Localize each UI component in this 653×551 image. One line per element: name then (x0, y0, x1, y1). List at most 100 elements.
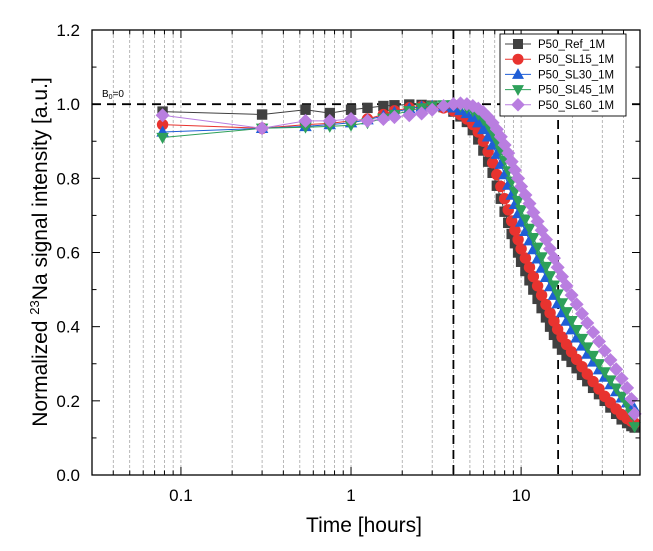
data-point (344, 111, 359, 127)
data-point (523, 223, 536, 235)
x-axis-title: Time [hours] (306, 514, 422, 537)
series-P50_SL45_1M (156, 100, 641, 434)
data-point (527, 232, 540, 245)
data-point (620, 380, 635, 395)
legend-label: P50_SL45_1M (538, 85, 614, 97)
data-point (543, 271, 557, 283)
legend-marker (512, 53, 524, 65)
data-point (298, 113, 313, 128)
data-point (540, 298, 552, 311)
data-point (299, 122, 312, 134)
data-point (597, 343, 612, 358)
data-point (548, 329, 560, 341)
data-point (498, 193, 511, 205)
data-point (345, 104, 357, 115)
data-point (531, 242, 544, 254)
data-point (598, 367, 611, 379)
legend: P50_Ref_1M P50_SL15_1M P50_SL30_1M P50_SL45… (499, 33, 627, 117)
grid-lines (91, 30, 641, 475)
data-point (628, 422, 641, 434)
data-point (360, 113, 375, 128)
data-point (609, 383, 623, 395)
data-point (624, 391, 639, 406)
data-point (609, 362, 624, 377)
x-tick-label: 0.1 (169, 486, 193, 505)
data-point (486, 157, 499, 169)
data-point (540, 312, 552, 323)
data-point (535, 289, 548, 301)
data-point (586, 325, 601, 340)
data-point (519, 214, 532, 226)
data-point (512, 233, 524, 246)
data-point (387, 110, 402, 125)
data-point (378, 100, 389, 112)
data-point (586, 350, 600, 363)
legend-label: P50_SL30_1M (538, 69, 614, 81)
x-tick-label: 10 (512, 486, 531, 505)
data-point (574, 306, 590, 321)
data-point (155, 108, 170, 123)
data-point (518, 188, 533, 203)
data-point (376, 111, 391, 127)
x-tick-label: 1 (346, 486, 355, 505)
data-point (587, 382, 599, 394)
series-P50_SL60_1M (155, 96, 642, 421)
data-point (256, 109, 268, 120)
data-point (156, 132, 169, 145)
legend-marker (512, 85, 524, 96)
data-point (544, 321, 556, 332)
data-point (551, 289, 564, 301)
data-point (511, 171, 526, 186)
data-point (414, 106, 429, 121)
data-point (300, 104, 311, 115)
data-point (425, 102, 440, 117)
y-axis-title: Normalized 23Na signal intensity [a.u.] (27, 77, 52, 426)
data-point (344, 120, 358, 132)
data-point (569, 297, 584, 312)
data-point (514, 205, 528, 217)
data-point (555, 298, 569, 310)
data-point (615, 391, 628, 403)
data-point (603, 353, 618, 368)
data-point (481, 130, 495, 142)
data-point (552, 338, 563, 349)
series-line (162, 104, 636, 427)
data-point (560, 307, 573, 319)
data-point (501, 146, 516, 161)
series-P50_Ref_1M (157, 99, 640, 433)
legend-label: P50_SL15_1M (538, 54, 614, 66)
data-point (477, 122, 490, 135)
data-point (497, 137, 512, 152)
data-point (402, 108, 417, 123)
y-tick-label: 0.6 (56, 244, 80, 263)
data-point (604, 375, 617, 387)
legend-label: P50_Ref_1M (538, 39, 605, 51)
legend-marker (513, 39, 523, 49)
y-tick-label: 0.2 (56, 392, 80, 411)
data-point (592, 359, 606, 371)
series-P50_SL15_1M (156, 100, 641, 429)
y-tick-label: 0.0 (56, 466, 80, 485)
data-point (436, 99, 451, 114)
data-point (322, 113, 337, 128)
axis-ticks: 0.0 0.2 0.4 0.6 0.8 1.0 1.2 0.1 1 10 (56, 21, 641, 505)
data-point (324, 107, 335, 119)
data-point (627, 406, 642, 421)
data-point (362, 102, 373, 114)
data-point (514, 179, 529, 194)
data-point (255, 121, 270, 136)
data-point (539, 261, 553, 274)
data-point (476, 105, 491, 120)
data-point (580, 315, 595, 330)
data-point (509, 224, 521, 236)
y-tick-label: 1.0 (56, 95, 80, 114)
legend-marker (512, 68, 524, 79)
data-point (531, 280, 544, 292)
data-point (556, 344, 568, 355)
data-point (564, 288, 579, 303)
data-point (535, 252, 548, 264)
series-line (162, 102, 636, 414)
data-point (472, 116, 485, 128)
series-line (162, 105, 635, 410)
